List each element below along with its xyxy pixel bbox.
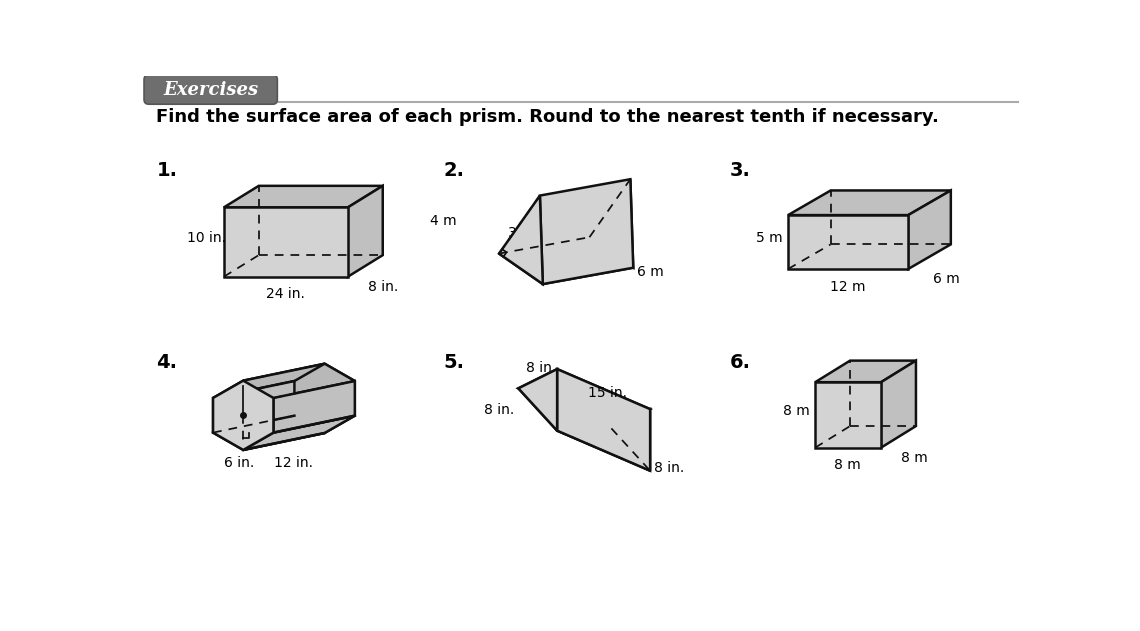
Text: Exercises: Exercises [163, 81, 259, 98]
Polygon shape [499, 196, 543, 284]
Polygon shape [815, 382, 881, 447]
Text: 8 m: 8 m [902, 451, 928, 464]
Polygon shape [294, 363, 355, 433]
Polygon shape [499, 237, 633, 284]
Text: 6 in.: 6 in. [225, 456, 254, 470]
Text: 8 in.: 8 in. [527, 362, 556, 375]
Polygon shape [213, 381, 294, 433]
Polygon shape [788, 215, 909, 269]
Text: 10 in.: 10 in. [187, 231, 226, 245]
Polygon shape [815, 361, 915, 382]
Polygon shape [348, 186, 383, 276]
Text: 5.: 5. [443, 353, 464, 372]
Text: 8 m: 8 m [783, 404, 809, 418]
Text: 8 m: 8 m [834, 458, 861, 473]
Text: 3.: 3. [730, 161, 751, 180]
Polygon shape [223, 208, 348, 276]
Text: 6.: 6. [730, 353, 751, 372]
Polygon shape [557, 369, 650, 471]
Text: 8 in.: 8 in. [368, 280, 398, 294]
Polygon shape [909, 191, 951, 269]
Text: 24 in.: 24 in. [267, 288, 306, 302]
Text: 8 in.: 8 in. [484, 403, 514, 416]
Text: 5 m: 5 m [756, 231, 782, 245]
Text: 3 m: 3 m [507, 226, 535, 240]
Polygon shape [611, 409, 650, 471]
Polygon shape [519, 388, 650, 471]
Text: 6 m: 6 m [637, 265, 663, 279]
Text: 8 in.: 8 in. [654, 461, 684, 475]
Polygon shape [519, 369, 650, 428]
Polygon shape [519, 369, 557, 431]
Text: 4.: 4. [156, 353, 178, 372]
Polygon shape [540, 179, 633, 284]
FancyBboxPatch shape [144, 75, 277, 104]
Polygon shape [223, 186, 383, 208]
Polygon shape [881, 361, 915, 447]
Polygon shape [243, 416, 355, 450]
Text: 15 in.: 15 in. [588, 386, 627, 400]
Text: 1.: 1. [156, 161, 178, 180]
Text: 4 m: 4 m [430, 214, 456, 228]
Polygon shape [788, 191, 951, 215]
Polygon shape [243, 363, 355, 398]
Polygon shape [213, 416, 325, 450]
Text: 12 in.: 12 in. [274, 456, 314, 470]
Text: 6 m: 6 m [933, 272, 960, 286]
Polygon shape [213, 380, 274, 450]
Polygon shape [213, 363, 325, 398]
Text: Find the surface area of each prism. Round to the nearest tenth if necessary.: Find the surface area of each prism. Rou… [156, 107, 939, 126]
Polygon shape [274, 381, 355, 433]
Polygon shape [589, 179, 633, 268]
Text: 12 m: 12 m [830, 280, 865, 294]
Text: 2.: 2. [443, 161, 464, 180]
